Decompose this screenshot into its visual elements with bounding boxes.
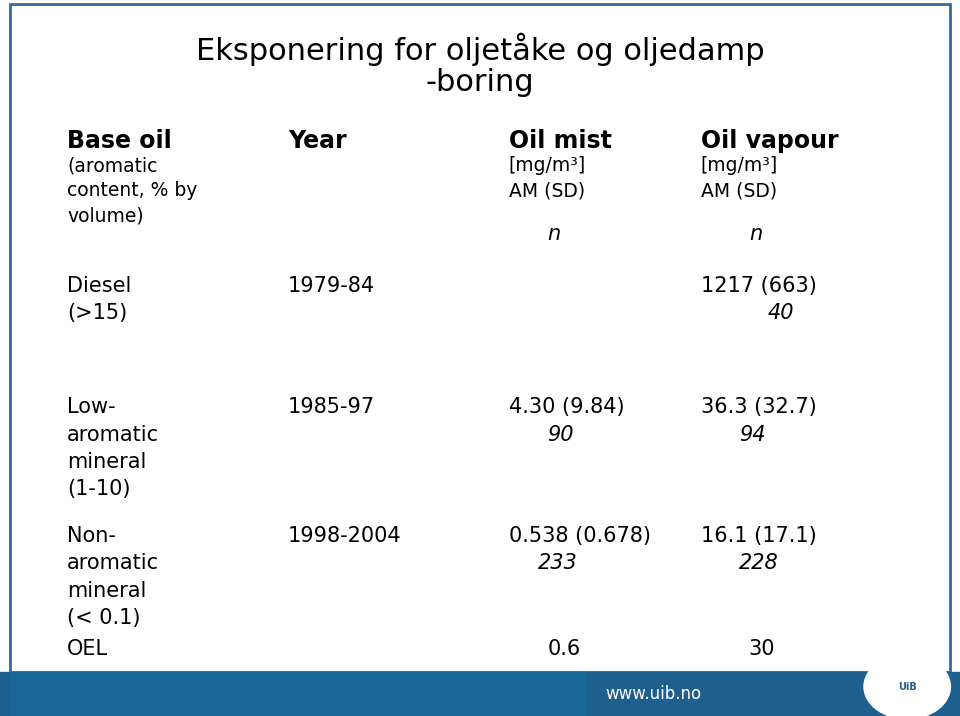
Text: 1998-2004: 1998-2004 — [288, 526, 401, 546]
Text: [mg/m³]
AM (SD): [mg/m³] AM (SD) — [509, 156, 586, 200]
FancyBboxPatch shape — [0, 672, 960, 716]
FancyBboxPatch shape — [10, 4, 950, 672]
Text: 40: 40 — [768, 303, 795, 323]
Text: OEL: OEL — [67, 639, 108, 659]
Text: Year: Year — [288, 129, 347, 153]
Text: [mg/m³]
AM (SD): [mg/m³] AM (SD) — [701, 156, 778, 200]
Text: mineral: mineral — [67, 581, 147, 601]
Text: (1-10): (1-10) — [67, 479, 131, 499]
Text: Oil mist: Oil mist — [509, 129, 612, 153]
Text: 36.3 (32.7): 36.3 (32.7) — [701, 397, 817, 417]
Text: Diesel: Diesel — [67, 276, 132, 296]
Text: 4.30 (9.84): 4.30 (9.84) — [509, 397, 624, 417]
Text: UiB: UiB — [898, 682, 917, 692]
FancyBboxPatch shape — [10, 672, 586, 716]
Text: 1979-84: 1979-84 — [288, 276, 375, 296]
Text: (>15): (>15) — [67, 303, 128, 323]
Text: (aromatic
content, % by
volume): (aromatic content, % by volume) — [67, 156, 198, 225]
Text: Non-: Non- — [67, 526, 116, 546]
Text: aromatic: aromatic — [67, 425, 159, 445]
Text: Oil vapour: Oil vapour — [701, 129, 838, 153]
Text: 1217 (663): 1217 (663) — [701, 276, 817, 296]
Text: 228: 228 — [739, 553, 779, 574]
Text: aromatic: aromatic — [67, 553, 159, 574]
Text: mineral: mineral — [67, 452, 147, 472]
Text: Base oil: Base oil — [67, 129, 172, 153]
Text: 0.6: 0.6 — [547, 639, 581, 659]
Text: 94: 94 — [739, 425, 766, 445]
Text: -boring: -boring — [425, 68, 535, 97]
Text: 90: 90 — [547, 425, 574, 445]
Text: 233: 233 — [538, 553, 577, 574]
Text: 1985-97: 1985-97 — [288, 397, 375, 417]
Text: n: n — [749, 224, 762, 244]
Text: Low-: Low- — [67, 397, 116, 417]
Text: 16.1 (17.1): 16.1 (17.1) — [701, 526, 817, 546]
Text: n: n — [547, 224, 561, 244]
Text: Eksponering for oljetåke og oljedamp: Eksponering for oljetåke og oljedamp — [196, 32, 764, 66]
Text: 30: 30 — [749, 639, 776, 659]
Text: www.uib.no: www.uib.no — [605, 684, 701, 703]
Text: (< 0.1): (< 0.1) — [67, 608, 141, 628]
Text: 0.538 (0.678): 0.538 (0.678) — [509, 526, 651, 546]
Circle shape — [864, 654, 950, 716]
